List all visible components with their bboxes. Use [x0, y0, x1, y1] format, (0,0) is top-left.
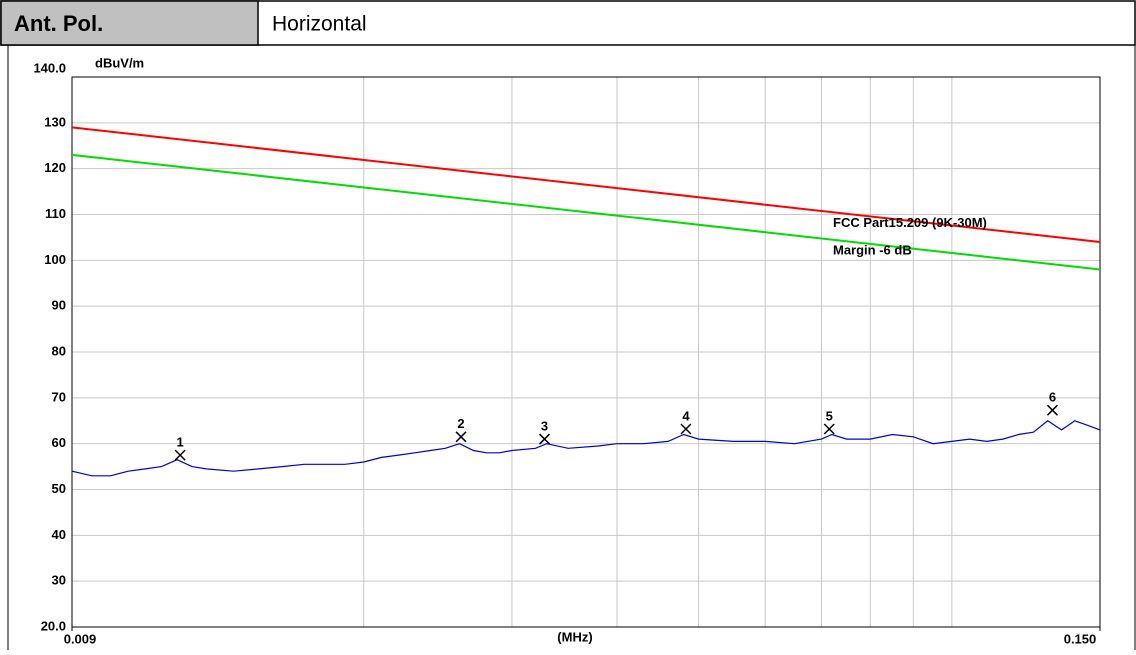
- peak-marker-label: 5: [826, 408, 833, 423]
- peak-marker: [1046, 404, 1058, 416]
- series-line: [71, 420, 1101, 477]
- y-tick-label: 40: [52, 527, 66, 542]
- y-tick-label: 130: [44, 114, 66, 129]
- legend-entry: Margin -6 dB: [833, 242, 912, 257]
- peak-marker: [823, 423, 835, 435]
- header-label-cell: [0, 0, 259, 46]
- peak-marker-label: 2: [457, 416, 464, 431]
- y-tick-label: 90: [52, 298, 66, 313]
- y-tick-label: 100: [44, 252, 66, 267]
- peak-marker: [680, 423, 692, 435]
- peak-marker-label: 4: [682, 408, 690, 423]
- y-tick-label: 140.0: [33, 60, 66, 75]
- series-line: [71, 153, 1101, 271]
- peak-marker: [174, 449, 186, 461]
- peak-marker-label: 6: [1049, 390, 1056, 405]
- y-tick-label: 30: [52, 573, 66, 588]
- y-tick-label: 80: [52, 343, 66, 358]
- series-line: [71, 126, 1101, 243]
- header-value: Horizontal: [272, 13, 367, 36]
- plot-border: [71, 76, 1101, 628]
- header-label: Ant. Pol.: [14, 11, 103, 36]
- y-tick-label: 20.0: [41, 618, 66, 633]
- y-axis-label: dBuV/m: [95, 55, 144, 70]
- y-tick-label: 70: [52, 389, 66, 404]
- y-tick-label: 60: [52, 435, 66, 450]
- y-tick-label: 50: [52, 481, 66, 496]
- peak-marker: [455, 431, 467, 443]
- y-tick-label: 120: [44, 160, 66, 175]
- peak-marker-label: 1: [177, 435, 184, 450]
- peak-marker: [538, 433, 551, 445]
- x-tick-label: 0.150: [1064, 631, 1097, 646]
- x-axis-label: (MHz): [557, 629, 592, 644]
- peak-marker-label: 3: [541, 419, 548, 434]
- x-tick-label: 0.009: [64, 631, 97, 646]
- legend-entry: FCC Part15.209 (9K-30M): [833, 215, 987, 230]
- y-tick-label: 110: [45, 206, 66, 221]
